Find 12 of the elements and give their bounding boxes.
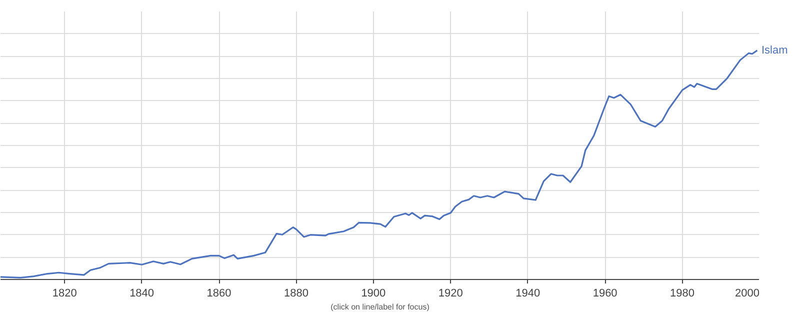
x-tick-label: 2000 (735, 288, 760, 300)
x-tick-label: 1920 (438, 288, 463, 300)
x-tick-label: 1960 (592, 288, 618, 300)
x-tick-label: 1840 (130, 288, 154, 300)
x-tick-label: 1880 (284, 288, 308, 300)
text: (click on line/label for focus) (330, 302, 430, 312)
x-tick-label: 1900 (361, 288, 386, 300)
series-label: Islam (762, 44, 788, 56)
x-tick-label: 1860 (206, 288, 232, 300)
x-tick-label: 1820 (52, 288, 77, 300)
x-tick-label: 1940 (516, 288, 540, 300)
x-tick-label: 1980 (670, 288, 695, 300)
